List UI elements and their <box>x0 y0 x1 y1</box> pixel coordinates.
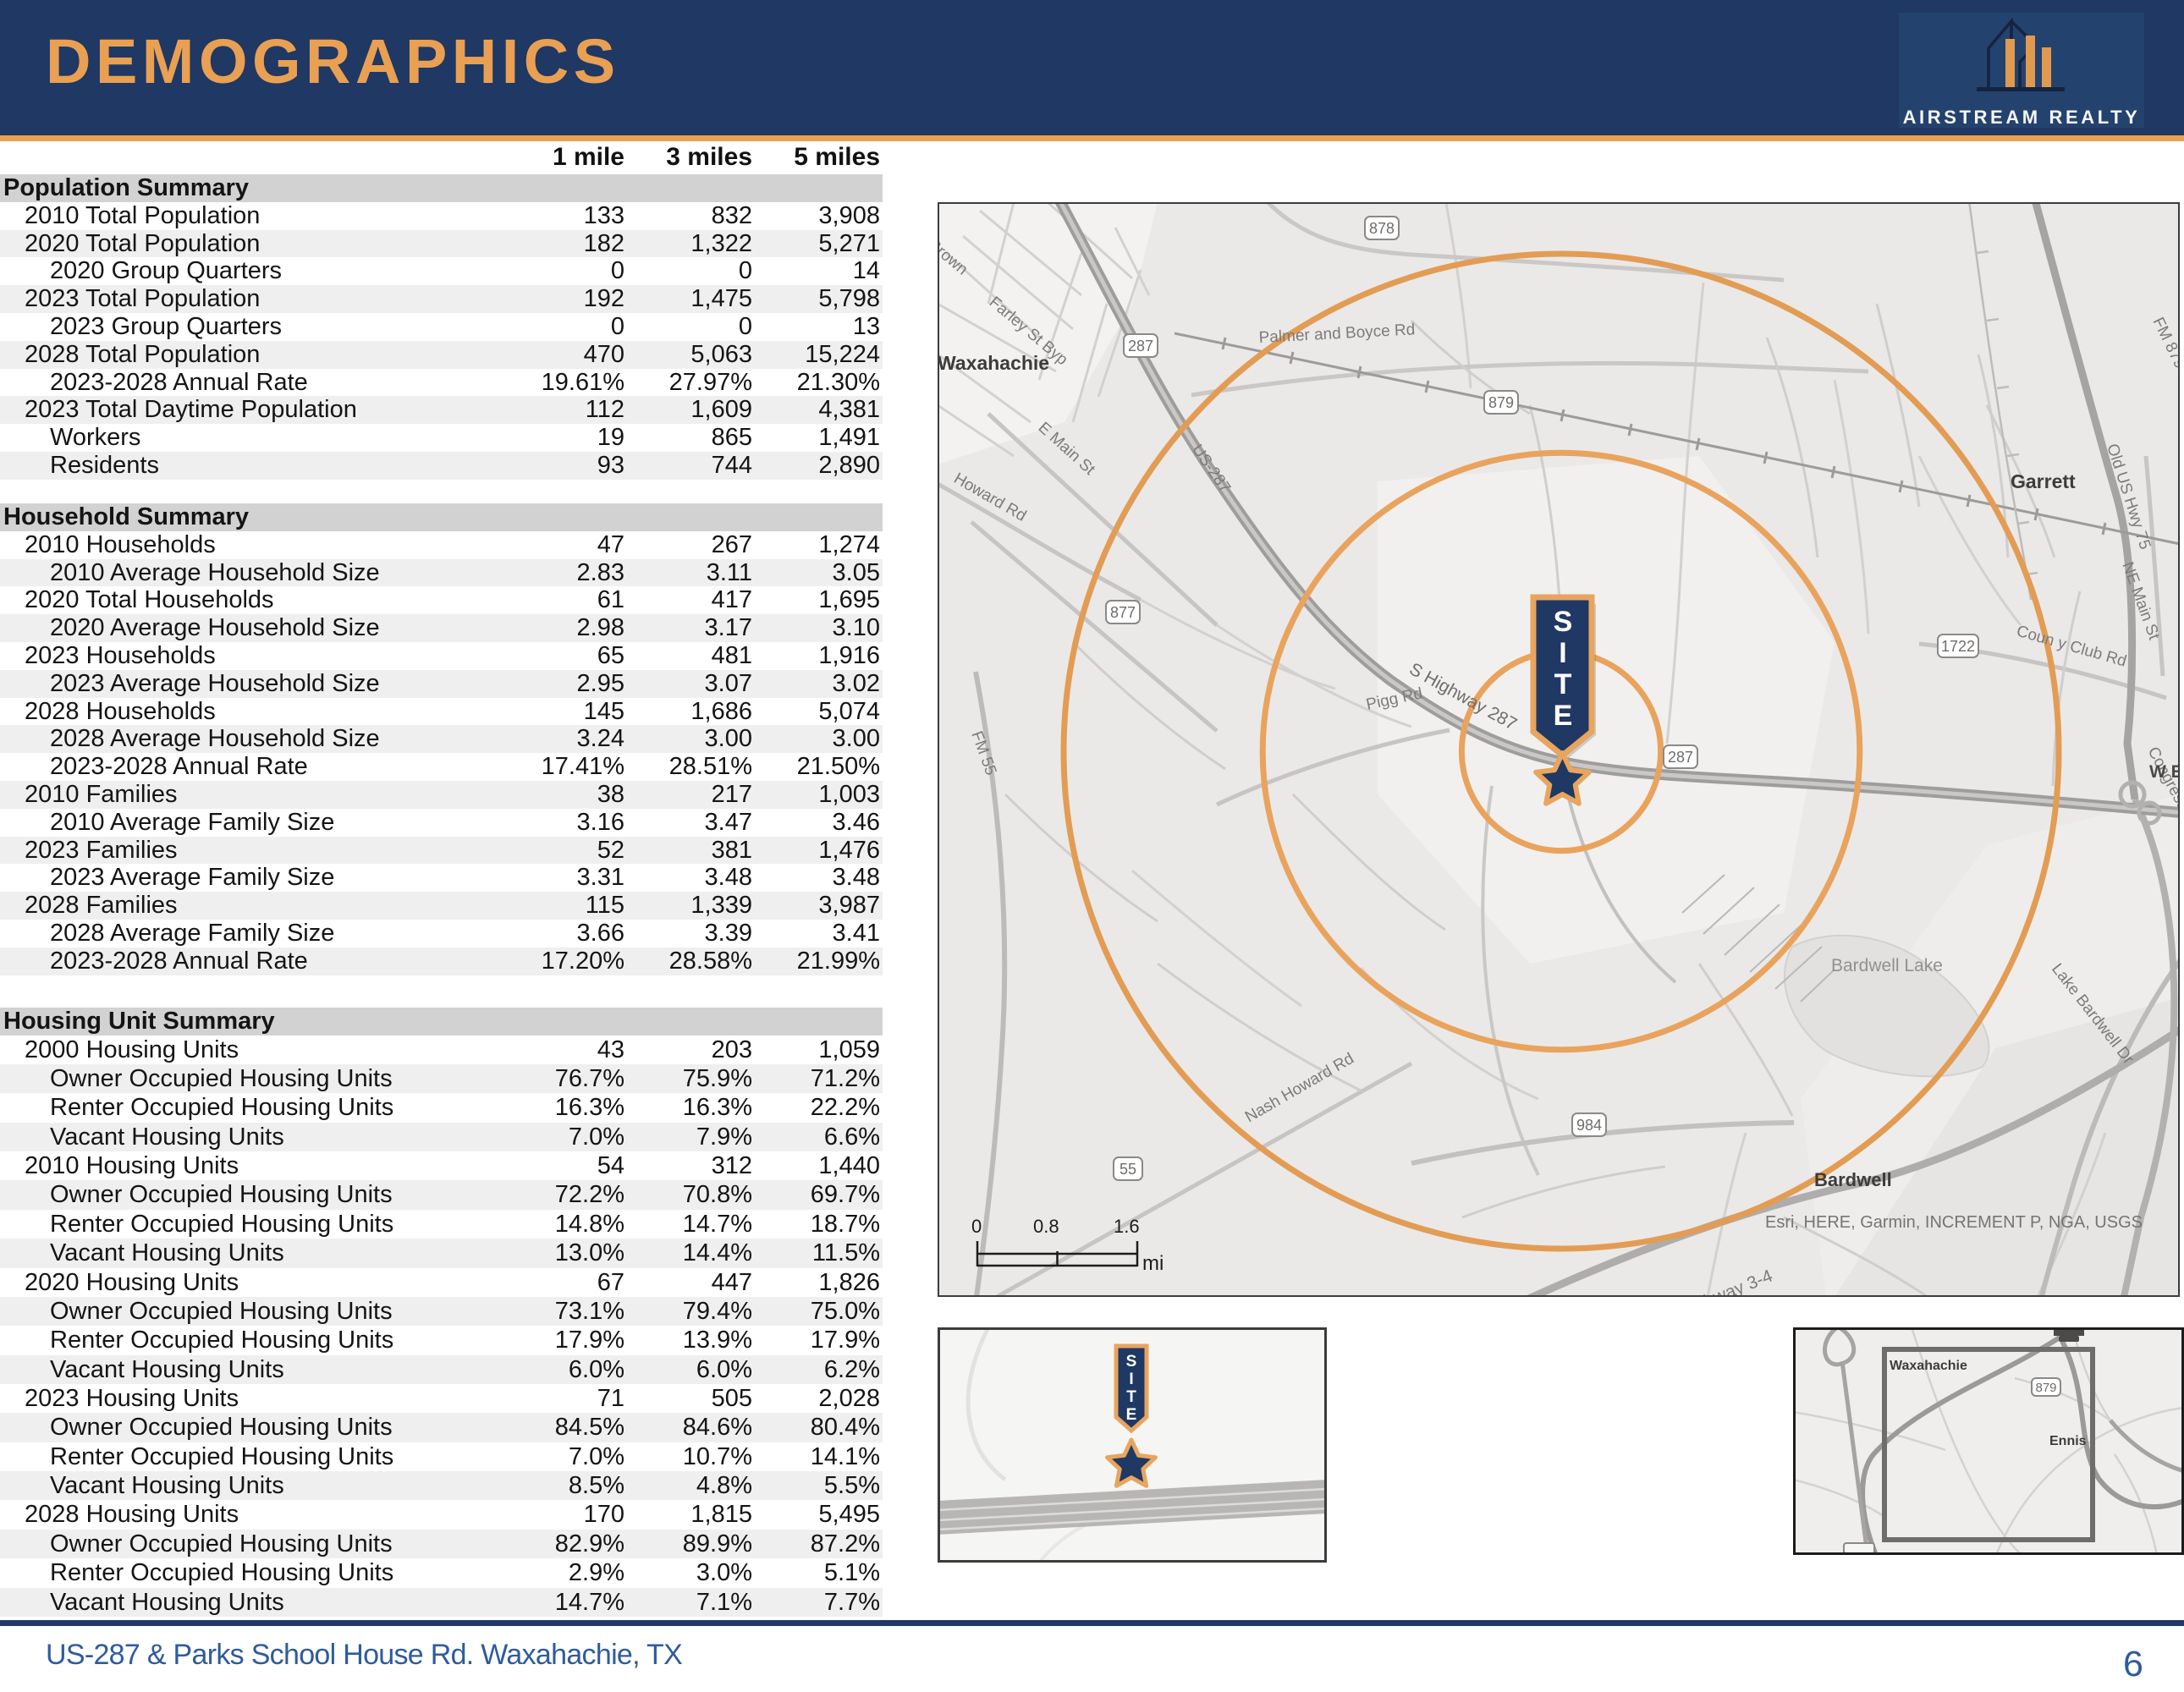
svg-text:879: 879 <box>1488 394 1514 411</box>
svg-text:S: S <box>1126 1353 1137 1371</box>
svg-text:I: I <box>1129 1371 1133 1388</box>
svg-text:Waxahachie: Waxahachie <box>1890 1359 1967 1373</box>
svg-text:Esri, HERE, Garmin, INCREMENT: Esri, HERE, Garmin, INCREMENT P, NGA, US… <box>1765 1213 2143 1232</box>
svg-text:AIRSTREAM REALTY: AIRSTREAM REALTY <box>1903 107 2141 128</box>
svg-text:879: 879 <box>2035 1381 2056 1395</box>
svg-text:Ennis: Ennis <box>2049 1434 2087 1448</box>
svg-text:S: S <box>1554 606 1573 638</box>
svg-text:T: T <box>1126 1388 1136 1406</box>
svg-text:mi: mi <box>1142 1252 1164 1275</box>
svg-text:1722: 1722 <box>1941 638 1975 655</box>
svg-text:287: 287 <box>1668 749 1693 766</box>
svg-text:1.6: 1.6 <box>1114 1216 1140 1237</box>
svg-text:.: . <box>2137 1213 2143 1232</box>
svg-text:Garrett: Garrett <box>2011 470 2076 492</box>
svg-text:0.8: 0.8 <box>1033 1216 1059 1237</box>
svg-text:T: T <box>1554 668 1572 700</box>
svg-text:984: 984 <box>1576 1117 1602 1134</box>
svg-text:Bardwell Lake: Bardwell Lake <box>1831 956 1943 975</box>
svg-text:W Ennis: W Ennis <box>2149 762 2180 782</box>
svg-text:I: I <box>1559 637 1566 669</box>
svg-text:55: 55 <box>1120 1161 1136 1178</box>
svg-text:E: E <box>1126 1406 1137 1424</box>
svg-text:287: 287 <box>1128 338 1153 354</box>
svg-text:Waxahachie: Waxahachie <box>938 352 1049 374</box>
svg-text:Bardwell: Bardwell <box>1814 1169 1892 1190</box>
svg-text:0: 0 <box>971 1216 982 1237</box>
svg-text:E: E <box>1554 700 1573 732</box>
svg-text:878: 878 <box>1369 220 1395 237</box>
svg-text:877: 877 <box>1110 604 1136 621</box>
